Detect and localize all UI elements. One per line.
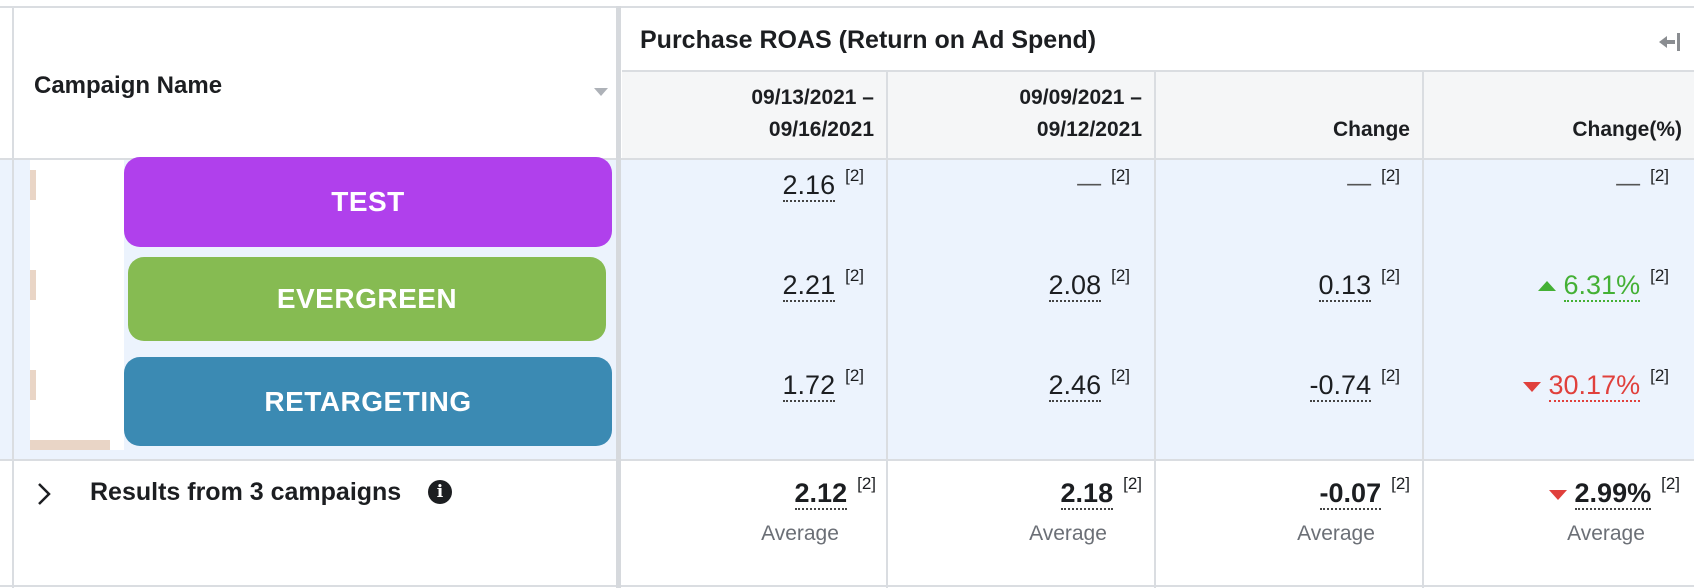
campaign-name-evergreen[interactable]: EVERGREEN [128, 257, 606, 341]
cell-value[interactable]: 1.72 [782, 370, 836, 402]
thumbnail-edge [30, 270, 36, 300]
summary-value[interactable]: 2.99% [1574, 478, 1652, 510]
summary-sub-label: Average [1297, 522, 1375, 545]
reference-marker: [2] [1381, 266, 1400, 285]
trend-down-icon [1548, 489, 1567, 500]
summary-cell: -0.07 [2] [1156, 474, 1410, 510]
column-header-previous-range[interactable]: 09/09/2021 – 09/12/2021 [888, 72, 1154, 160]
reference-marker: [2] [1381, 166, 1400, 185]
collapse-column-icon[interactable] [1657, 30, 1681, 54]
reference-marker: [2] [1381, 366, 1400, 385]
divider [0, 585, 1694, 587]
column-header-label: 09/12/2021 [1036, 118, 1142, 141]
thumbnail-edge [30, 440, 110, 450]
thumbnail-edge [30, 370, 36, 400]
summary-cell: 2.99% [2] [1424, 474, 1680, 510]
trend-down-icon [1522, 381, 1541, 392]
divider [1422, 70, 1424, 588]
summary-cell: 2.12 [2] [622, 474, 876, 510]
empty-value: — [1077, 170, 1102, 197]
divider [0, 158, 1694, 160]
thumbnail-edge [30, 170, 36, 200]
column-header-current-range[interactable]: 09/13/2021 – 09/16/2021 [622, 72, 886, 160]
table-cell: 2.46 [2] [888, 366, 1130, 402]
divider [622, 70, 1694, 72]
frozen-column-separator[interactable] [616, 6, 621, 588]
cell-value[interactable]: 2.08 [1048, 270, 1102, 302]
divider [886, 70, 888, 588]
reference-marker: [2] [1111, 266, 1130, 285]
table-cell: 1.72 [2] [622, 366, 864, 402]
sort-arrow-icon[interactable] [594, 88, 608, 96]
cell-value[interactable]: 0.13 [1318, 270, 1372, 302]
cell-value[interactable]: 2.16 [782, 170, 836, 202]
table-cell: 0.13 [2] [1156, 266, 1400, 302]
reference-marker: [2] [845, 366, 864, 385]
reference-marker: [2] [1650, 366, 1669, 385]
info-icon[interactable]: i [428, 480, 452, 504]
summary-sub-label: Average [1567, 522, 1645, 545]
empty-value: — [1616, 170, 1641, 197]
reference-marker: [2] [1650, 166, 1669, 185]
divider [1154, 70, 1156, 588]
reference-marker: [2] [1391, 474, 1410, 493]
divider [0, 459, 1694, 461]
reference-marker: [2] [1123, 474, 1142, 493]
table-cell: -0.74 [2] [1156, 366, 1400, 402]
table-cell: 30.17% [2] [1424, 366, 1669, 402]
table-cell: 6.31% [2] [1424, 266, 1669, 302]
summary-sub-label: Average [1029, 522, 1107, 545]
reference-marker: [2] [845, 266, 864, 285]
empty-value: — [1347, 170, 1372, 197]
table-cell: — [2] [1156, 166, 1400, 198]
summary-cell: 2.18 [2] [888, 474, 1142, 510]
table-cell: — [2] [888, 166, 1130, 198]
summary-value[interactable]: 2.12 [794, 478, 848, 510]
column-header-label: 09/16/2021 [768, 118, 874, 141]
results-summary-label: Results from 3 campaigns [90, 478, 402, 506]
table-cell: — [2] [1424, 166, 1669, 198]
trend-up-icon [1537, 280, 1556, 291]
reference-marker: [2] [1661, 474, 1680, 493]
table-cell: 2.08 [2] [888, 266, 1130, 302]
column-header-change-pct[interactable]: Change(%) [1424, 72, 1694, 160]
reference-marker: [2] [1650, 266, 1669, 285]
column-header-label: 09/09/2021 – [1019, 86, 1142, 109]
reference-marker: [2] [1111, 166, 1130, 185]
table-cell: 2.16 [2] [622, 166, 864, 202]
divider [12, 6, 14, 588]
cell-value[interactable]: 6.31% [1563, 270, 1641, 302]
campaign-thumbnail [30, 160, 124, 450]
table-cell: 2.21 [2] [622, 266, 864, 302]
cell-value[interactable]: 2.46 [1048, 370, 1102, 402]
expand-chevron-icon[interactable] [34, 480, 54, 508]
cell-value[interactable]: -0.74 [1309, 370, 1372, 402]
roas-group-header: Purchase ROAS (Return on Ad Spend) [622, 8, 1694, 72]
divider [0, 6, 1694, 8]
campaign-name-test[interactable]: TEST [124, 157, 612, 247]
reference-marker: [2] [857, 474, 876, 493]
summary-value[interactable]: -0.07 [1319, 478, 1382, 510]
campaign-name-header-label: Campaign Name [34, 72, 223, 99]
cell-value[interactable]: 30.17% [1548, 370, 1641, 402]
campaign-name-retargeting[interactable]: RETARGETING [124, 357, 612, 446]
column-header-label: Change [1332, 118, 1410, 141]
reference-marker: [2] [1111, 366, 1130, 385]
column-header-label: Change(%) [1572, 118, 1682, 141]
roas-group-title: Purchase ROAS (Return on Ad Spend) [640, 26, 1097, 54]
summary-sub-label: Average [761, 522, 839, 545]
cell-value[interactable]: 2.21 [782, 270, 836, 302]
reference-marker: [2] [845, 166, 864, 185]
column-header-change[interactable]: Change [1156, 72, 1422, 160]
summary-value[interactable]: 2.18 [1060, 478, 1114, 510]
column-header-label: 09/13/2021 – [751, 86, 874, 109]
campaign-name-header[interactable]: Campaign Name [14, 8, 618, 158]
